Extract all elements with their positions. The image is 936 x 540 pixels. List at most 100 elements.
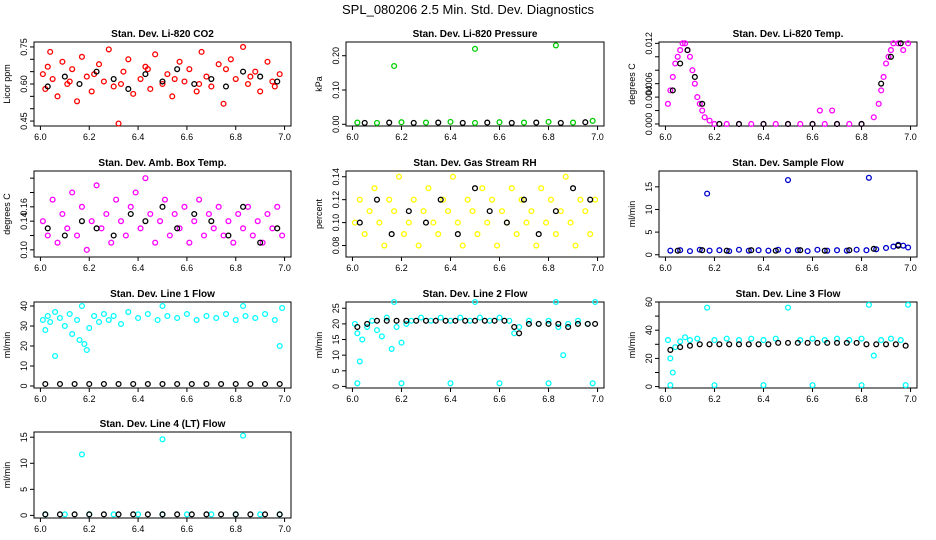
data-point [232, 380, 239, 388]
data-point [230, 239, 237, 246]
data-point [501, 317, 508, 324]
panel-3: Stan. Dev. Li-820 Temp. 6.0 6.2 6.4 6.6 6.8 7.… [627, 29, 918, 142]
data-point [364, 320, 371, 327]
data-point [117, 218, 125, 225]
data-point [274, 78, 281, 85]
data-point [457, 314, 464, 321]
data-point [552, 208, 559, 215]
data-point [432, 317, 439, 324]
data-point [222, 310, 230, 318]
x-tick-label: 6.2 [395, 263, 408, 273]
data-point [745, 341, 752, 348]
data-point [408, 317, 415, 324]
data-point [577, 196, 584, 203]
data-point [203, 511, 210, 518]
data-point [376, 219, 383, 226]
series-all [39, 302, 286, 360]
data-point [393, 323, 400, 331]
x-tick-label: 6.0 [346, 132, 359, 142]
data-point [59, 210, 66, 218]
data-point [520, 196, 528, 203]
data-point [528, 208, 535, 215]
data-point [81, 340, 88, 348]
data-point [44, 63, 51, 70]
data-point [193, 88, 200, 95]
data-point [735, 120, 743, 128]
data-point [865, 301, 872, 308]
data-point [755, 341, 762, 348]
data-point [261, 310, 269, 318]
data-point [171, 210, 178, 218]
data-point [706, 117, 713, 124]
data-point [188, 511, 195, 518]
y-axis-label: ml/min [2, 462, 12, 489]
data-point [369, 317, 376, 324]
data-point [755, 247, 762, 254]
data-point [386, 196, 393, 203]
data-point [677, 338, 684, 345]
data-point [373, 327, 381, 334]
data-point [875, 100, 882, 107]
data-point [276, 380, 283, 388]
data-point [100, 380, 107, 388]
data-point [569, 185, 577, 192]
data-point [42, 511, 49, 518]
data-point [56, 314, 64, 322]
data-point [78, 218, 85, 225]
data-point [701, 114, 708, 121]
data-point [191, 218, 198, 225]
data-point [400, 231, 407, 238]
data-point [686, 337, 694, 344]
x-tick-label: 6.4 [444, 263, 457, 273]
data-point [846, 120, 853, 128]
data-point [359, 336, 366, 343]
y-tick-label: 0.12 [331, 191, 341, 209]
data-point [191, 210, 198, 218]
data-point [108, 239, 115, 246]
data-point [491, 317, 498, 324]
data-point [552, 42, 559, 49]
plot-frame [33, 431, 292, 519]
data-point [677, 47, 684, 54]
data-point [664, 100, 671, 107]
data-point [220, 100, 227, 107]
data-point [858, 335, 865, 342]
data-point [723, 335, 730, 342]
data-point [814, 339, 821, 346]
data-point [174, 314, 181, 322]
data-point [49, 76, 56, 83]
x-tick-label: 6.6 [493, 132, 506, 142]
data-point [203, 312, 210, 320]
data-point [95, 318, 103, 326]
x-tick-label: 7.0 [591, 132, 604, 142]
data-point [93, 182, 100, 189]
data-point [257, 239, 264, 246]
data-point [471, 185, 479, 192]
data-point [592, 320, 599, 327]
data-point [870, 114, 877, 121]
data-point [486, 317, 493, 324]
plot-title: Stan. Dev. Amb. Box Temp. [98, 158, 226, 169]
data-point [356, 196, 363, 203]
data-point [95, 61, 103, 68]
data-point [418, 314, 425, 321]
data-point [203, 380, 210, 388]
data-point [279, 304, 286, 312]
data-point [699, 100, 706, 107]
data-point [247, 73, 254, 80]
data-point [547, 196, 555, 203]
plot-title: Stan. Dev. Li-820 Pressure [413, 29, 538, 40]
data-point [797, 247, 804, 254]
x-tick-label: 6.6 [806, 132, 819, 142]
data-point [667, 382, 674, 389]
panel-5: Stan. Dev. Gas Stream RH 6.0 6.2 6.4 6.6 6.8 7… [314, 158, 605, 273]
data-point [44, 83, 51, 90]
y-axis-label: ml/min [2, 332, 12, 359]
data-point [215, 61, 222, 68]
data-point [222, 66, 230, 73]
data-point [373, 196, 381, 203]
data-point [535, 231, 542, 238]
data-point [882, 341, 890, 348]
data-point [76, 336, 83, 344]
